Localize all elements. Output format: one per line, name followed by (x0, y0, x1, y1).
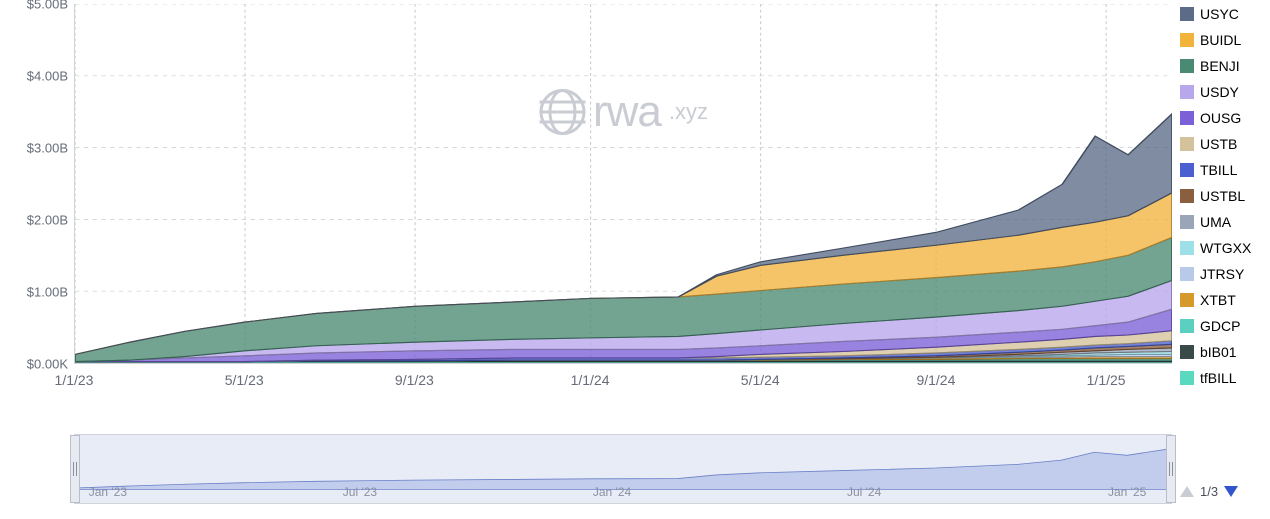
legend-item-USDY[interactable]: USDY (1180, 84, 1270, 100)
legend-label: WTGXX (1200, 240, 1251, 256)
x-tick-label: 1/1/24 (571, 372, 610, 388)
y-tick-label: $2.00B (27, 213, 68, 228)
legend-swatch (1180, 371, 1194, 385)
x-tick-label: 1/1/23 (55, 372, 94, 388)
x-tick-label: 5/1/23 (225, 372, 264, 388)
legend-paging: 1/3 (1180, 484, 1270, 499)
chart-svg (75, 4, 1172, 363)
x-tick-label: 9/1/24 (916, 372, 955, 388)
legend-item-UMA[interactable]: UMA (1180, 214, 1270, 230)
x-tick-label: 9/1/23 (395, 372, 434, 388)
legend-item-USTB[interactable]: USTB (1180, 136, 1270, 152)
y-tick-label: $3.00B (27, 141, 68, 156)
legend-swatch (1180, 189, 1194, 203)
legend-item-BENJI[interactable]: BENJI (1180, 58, 1270, 74)
legend-swatch (1180, 33, 1194, 47)
legend-label: JTRSY (1200, 266, 1244, 282)
legend-swatch (1180, 111, 1194, 125)
x-tick-label: 5/1/24 (741, 372, 780, 388)
y-tick-label: $4.00B (27, 69, 68, 84)
legend-label: TBILL (1200, 162, 1237, 178)
y-tick-label: $0.00K (27, 357, 68, 372)
legend-swatch (1180, 267, 1194, 281)
legend-swatch (1180, 85, 1194, 99)
plot-area[interactable]: rwa .xyz (74, 4, 1172, 364)
legend-item-XTBT[interactable]: XTBT (1180, 292, 1270, 308)
legend-item-TBILL[interactable]: TBILL (1180, 162, 1270, 178)
legend-swatch (1180, 7, 1194, 21)
legend-item-tfBILL[interactable]: tfBILL (1180, 370, 1270, 386)
legend-item-GDCP[interactable]: GDCP (1180, 318, 1270, 334)
legend-label: OUSG (1200, 110, 1241, 126)
navigator-tick-label: Jan '25 (1108, 485, 1146, 499)
navigator-tick-label: Jul '24 (847, 485, 881, 499)
legend-label: UMA (1200, 214, 1231, 230)
legend-label: USYC (1200, 6, 1239, 22)
legend-label: USDY (1200, 84, 1239, 100)
legend-item-USYC[interactable]: USYC (1180, 6, 1270, 22)
legend-label: tfBILL (1200, 370, 1237, 386)
navigator-tick-label: Jan '23 (89, 485, 127, 499)
y-tick-label: $1.00B (27, 285, 68, 300)
range-navigator[interactable]: Jan '23 Jul '23 Jan '24 Jul '24 Jan '25 (74, 434, 1172, 504)
legend-label: BUIDL (1200, 32, 1241, 48)
x-tick-label: 1/1/25 (1087, 372, 1126, 388)
y-axis: $0.00K$1.00B$2.00B$3.00B$4.00B$5.00B (4, 4, 72, 364)
legend-swatch (1180, 215, 1194, 229)
chart-region: $0.00K$1.00B$2.00B$3.00B$4.00B$5.00B rwa… (4, 4, 1180, 414)
legend-swatch (1180, 241, 1194, 255)
navigator-labels: Jan '23 Jul '23 Jan '24 Jul '24 Jan '25 (75, 485, 1171, 501)
legend: USYC BUIDL BENJI USDY OUSG USTB TBILL USTBL UMA W… (1180, 0, 1270, 519)
legend-swatch (1180, 137, 1194, 151)
legend-label: USTBL (1200, 188, 1245, 204)
legend-swatch (1180, 293, 1194, 307)
legend-item-bIB01[interactable]: bIB01 (1180, 344, 1270, 360)
legend-item-USTBL[interactable]: USTBL (1180, 188, 1270, 204)
x-axis: 1/1/235/1/239/1/231/1/245/1/249/1/241/1/… (74, 372, 1172, 396)
legend-label: XTBT (1200, 292, 1236, 308)
y-tick-label: $5.00B (27, 0, 68, 12)
legend-item-OUSG[interactable]: OUSG (1180, 110, 1270, 126)
navigator-tick-label: Jan '24 (593, 485, 631, 499)
legend-item-JTRSY[interactable]: JTRSY (1180, 266, 1270, 282)
legend-swatch (1180, 345, 1194, 359)
chart-panel: $0.00K $1.00B $2.00B $3.00B $4.00B $5.00B rwa… (0, 0, 1180, 519)
legend-label: bIB01 (1200, 344, 1237, 360)
legend-label: USTB (1200, 136, 1237, 152)
legend-item-BUIDL[interactable]: BUIDL (1180, 32, 1270, 48)
legend-swatch (1180, 319, 1194, 333)
legend-swatch (1180, 163, 1194, 177)
navigator-tick-label: Jul '23 (343, 485, 377, 499)
legend-prev-icon[interactable] (1180, 486, 1194, 497)
legend-swatch (1180, 59, 1194, 73)
legend-label: BENJI (1200, 58, 1240, 74)
legend-next-icon[interactable] (1224, 486, 1238, 497)
legend-page-text: 1/3 (1200, 484, 1218, 499)
legend-item-WTGXX[interactable]: WTGXX (1180, 240, 1270, 256)
legend-label: GDCP (1200, 318, 1240, 334)
